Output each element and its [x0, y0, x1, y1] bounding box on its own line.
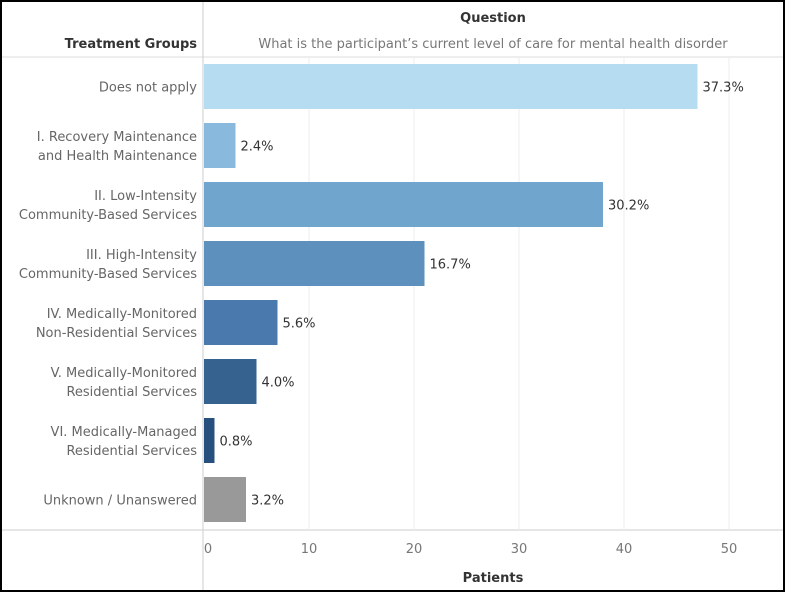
bar-value-label: 30.2%: [608, 199, 649, 214]
category-label: Residential Services: [66, 385, 197, 400]
bar-value-label: 4.0%: [262, 376, 295, 391]
x-tick-label: 50: [721, 542, 738, 557]
category-label: I. Recovery Maintenance: [37, 130, 197, 145]
bar[interactable]: [204, 123, 236, 168]
bar[interactable]: [204, 241, 425, 286]
bar-value-label: 16.7%: [430, 258, 471, 273]
x-axis-title[interactable]: Patients: [463, 571, 524, 586]
bar-value-label: 37.3%: [703, 81, 744, 96]
bar[interactable]: [204, 477, 246, 522]
category-label: and Health Maintenance: [38, 149, 197, 164]
row-header[interactable]: Treatment Groups: [65, 37, 198, 52]
x-tick-label: 10: [301, 542, 318, 557]
x-tick-labels: 0 10 20 30 40 50: [204, 542, 737, 557]
gridlines: [308, 57, 730, 530]
category-label: Community-Based Services: [19, 208, 197, 223]
column-header[interactable]: Question: [460, 11, 526, 26]
category-label: VI. Medically-Managed: [51, 425, 197, 440]
category-label: Community-Based Services: [19, 267, 197, 282]
bar-value-label: 2.4%: [241, 140, 274, 155]
category-label: Unknown / Unanswered: [43, 494, 197, 509]
question-text: What is the participant’s current level …: [258, 37, 728, 52]
bar[interactable]: [204, 182, 603, 227]
x-tick-label: 30: [511, 542, 528, 557]
value-labels: 37.3% 2.4% 30.2% 16.7% 5.6% 4.0% 0.8% 3.2%: [220, 81, 744, 509]
bar-value-label: 3.2%: [251, 494, 284, 509]
category-label: Does not apply: [99, 81, 197, 96]
category-label: V. Medically-Monitored: [51, 366, 197, 381]
bar[interactable]: [204, 359, 257, 404]
bar[interactable]: [204, 418, 215, 463]
bar[interactable]: [204, 64, 698, 109]
bar-value-label: 0.8%: [220, 435, 253, 450]
category-label: III. High-Intensity: [86, 248, 197, 263]
category-label: II. Low-Intensity: [94, 189, 197, 204]
category-label: IV. Medically-Monitored: [47, 307, 197, 322]
bars-group: [204, 64, 698, 522]
x-tick-label: 0: [204, 542, 212, 557]
x-tick-label: 40: [616, 542, 633, 557]
category-label: Residential Services: [66, 444, 197, 459]
category-labels: Does not apply I. Recovery Maintenance and…: [19, 81, 197, 509]
bar-value-label: 5.6%: [283, 317, 316, 332]
x-tick-label: 20: [406, 542, 423, 557]
category-label: Non-Residential Services: [36, 326, 197, 341]
bar[interactable]: [204, 300, 278, 345]
